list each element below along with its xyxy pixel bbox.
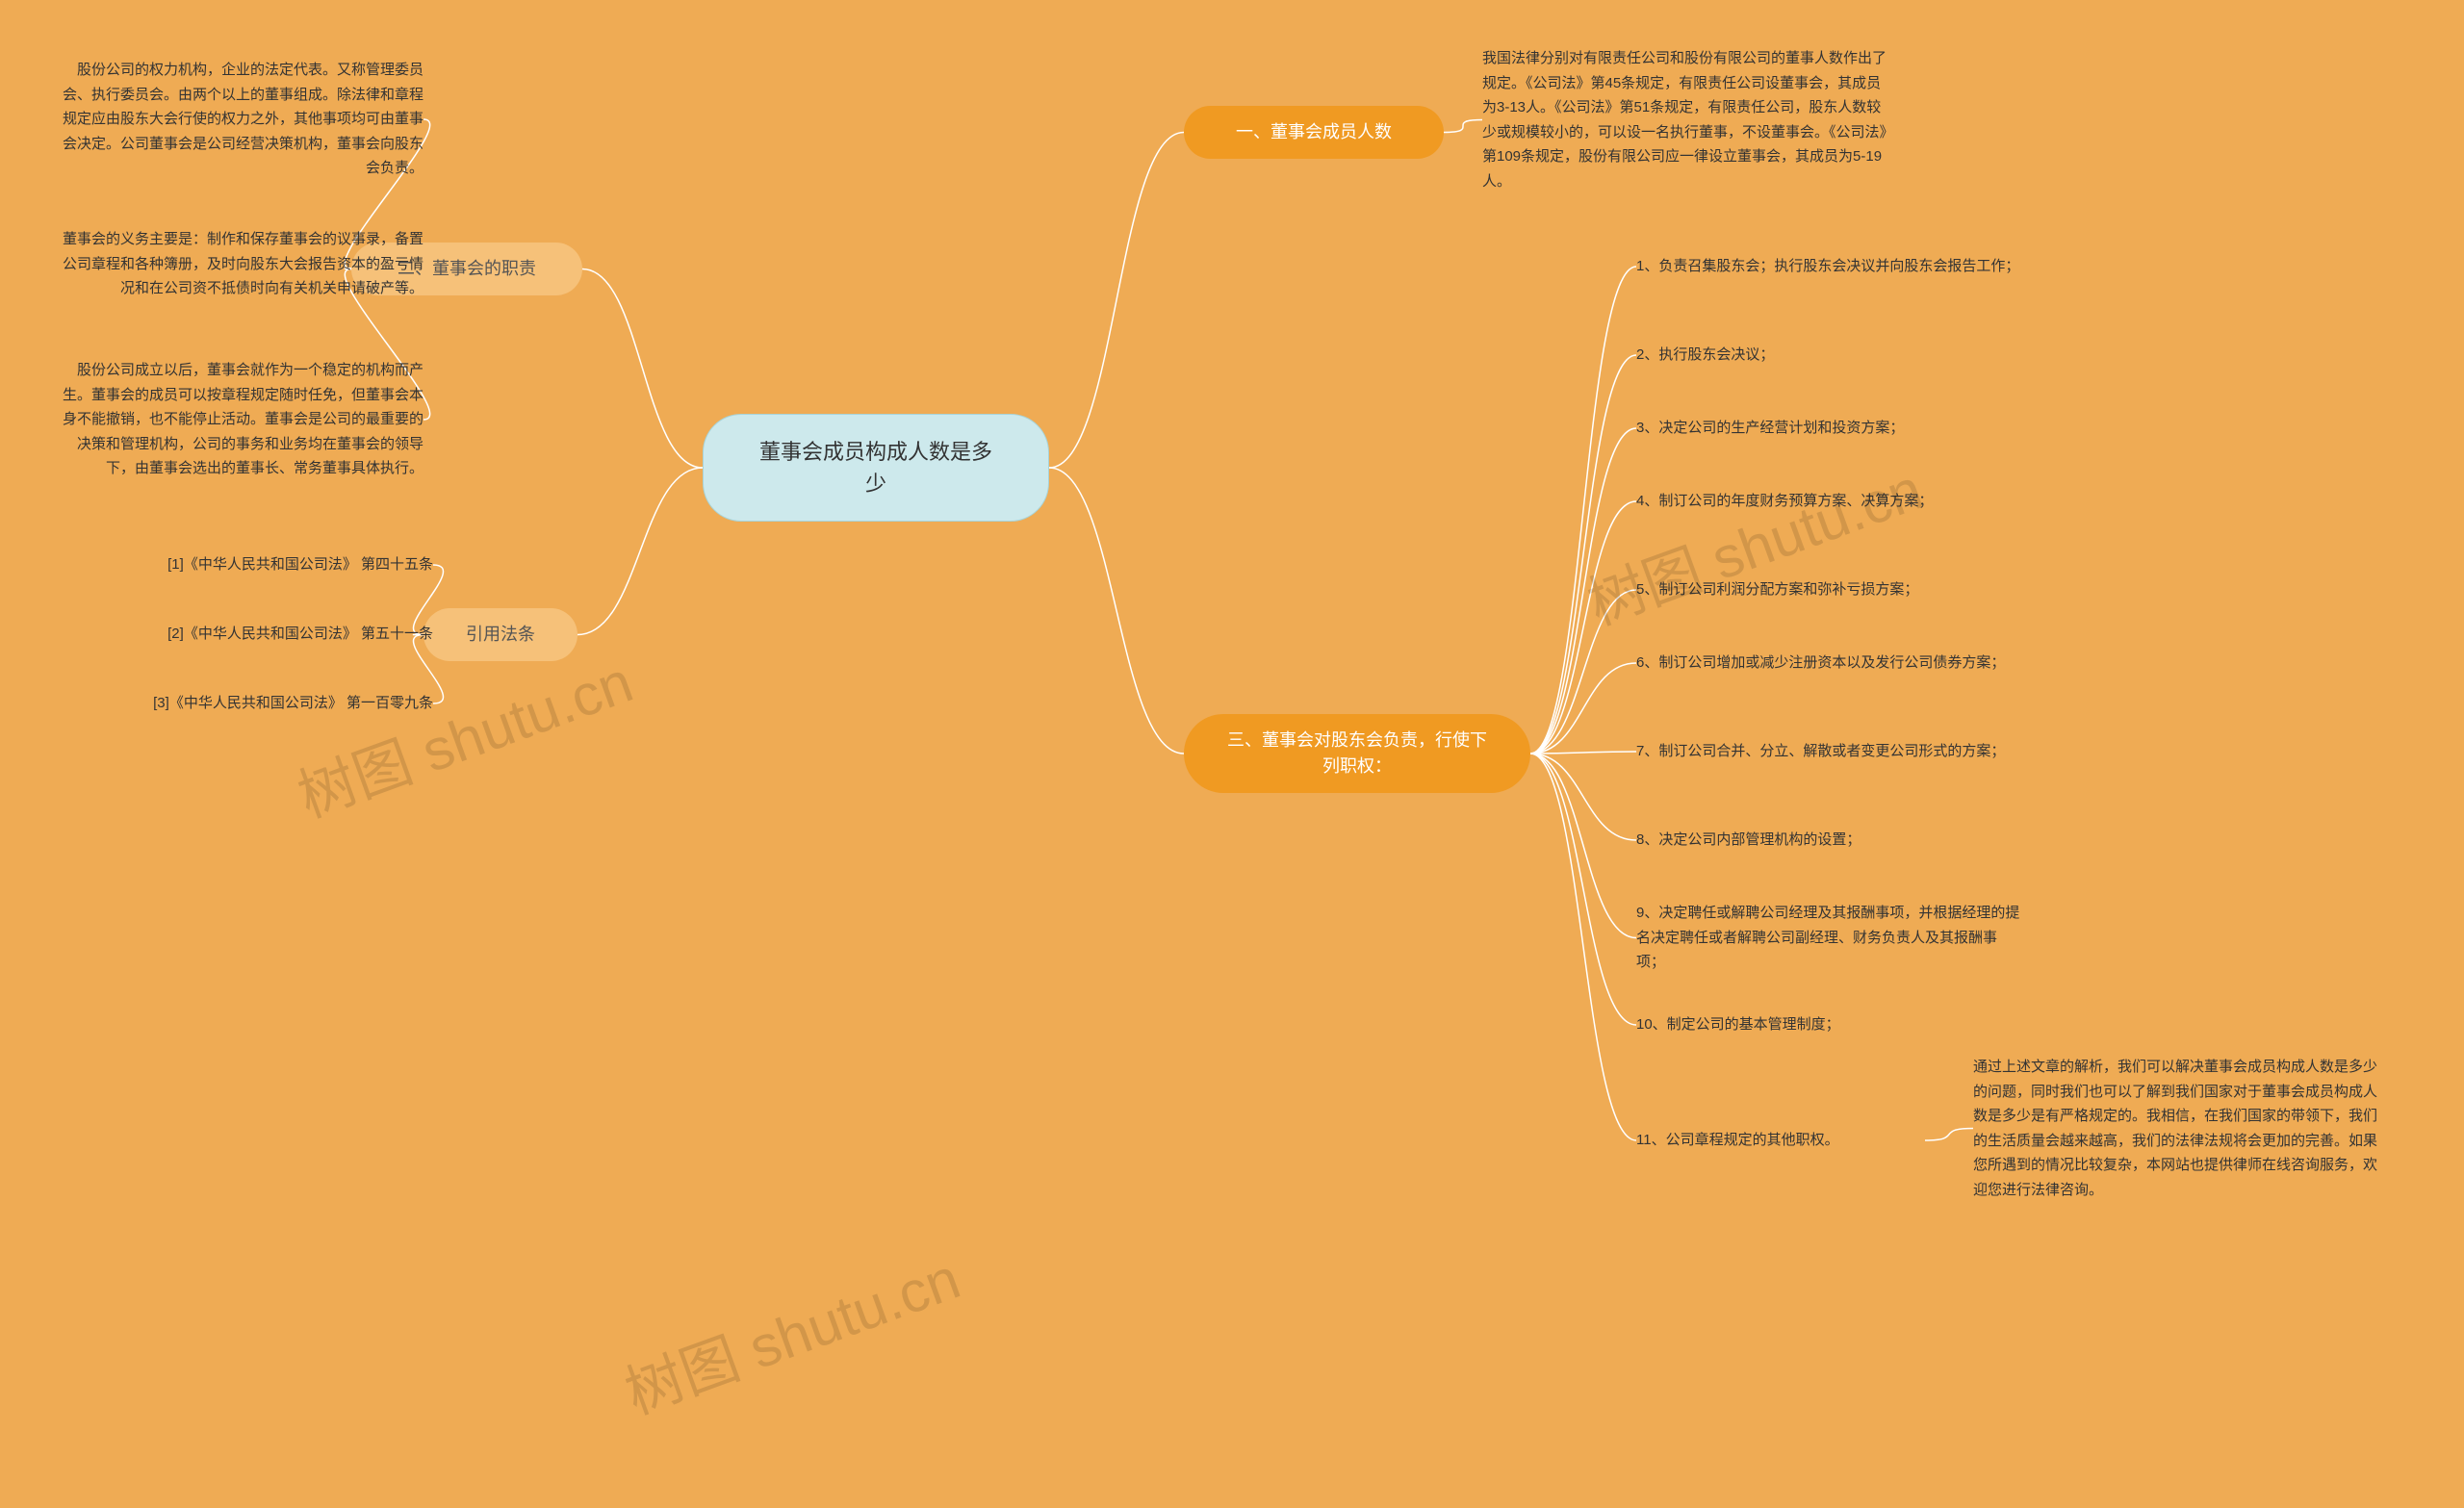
node-label: 引用法条 [424, 608, 578, 661]
node-c1: 股份公司的权力机构，企业的法定代表。又称管理委员会、执行委员会。由两个以上的董事… [58, 58, 424, 181]
node-text: 通过上述文章的解析，我们可以解决董事会成员构成人数是多少的问题，同时我们也可以了… [1973, 1055, 2387, 1202]
node-text: 8、决定公司内部管理机构的设置； [1636, 828, 2021, 853]
node-c2: 董事会的义务主要是：制作和保存董事会的议事录，备置公司章程和各种簿册，及时向股东… [58, 227, 424, 301]
node-b10: 10、制定公司的基本管理制度； [1636, 1012, 2021, 1037]
node-label: 一、董事会成员人数 [1184, 106, 1444, 159]
node-b8: 8、决定公司内部管理机构的设置； [1636, 828, 2021, 853]
link-a-a1 [1444, 120, 1482, 133]
node-b11x: 通过上述文章的解析，我们可以解决董事会成员构成人数是多少的问题，同时我们也可以了… [1973, 1055, 2387, 1202]
node-text: 4、制订公司的年度财务预算方案、决算方案； [1636, 489, 2021, 514]
node-b2: 2、执行股东会决议； [1636, 343, 2021, 368]
node-b6: 6、制订公司增加或减少注册资本以及发行公司债券方案； [1636, 651, 2021, 676]
node-label: 董事会成员构成人数是多 少 [703, 414, 1049, 522]
link-root-a [1049, 133, 1184, 469]
node-text: 2、执行股东会决议； [1636, 343, 2021, 368]
node-d2: [2]《中华人民共和国公司法》 第五十一条 [116, 622, 433, 647]
node-text: [2]《中华人民共和国公司法》 第五十一条 [116, 622, 433, 647]
link-root-b [1049, 468, 1184, 754]
link-b-b3 [1530, 428, 1636, 754]
link-root-c [582, 269, 703, 469]
link-b-b10 [1530, 754, 1636, 1025]
node-b: 三、董事会对股东会负责，行使下 列职权： [1184, 714, 1530, 793]
node-text: 1、负责召集股东会；执行股东会决议并向股东会报告工作； [1636, 254, 2021, 279]
node-text: [3]《中华人民共和国公司法》 第一百零九条 [96, 691, 433, 716]
node-text: 5、制订公司利润分配方案和弥补亏损方案； [1636, 577, 2021, 602]
node-a1: 我国法律分别对有限责任公司和股份有限公司的董事人数作出了规定。《公司法》第45条… [1482, 46, 1886, 193]
link-b-b9 [1530, 754, 1636, 938]
node-text: 股份公司成立以后，董事会就作为一个稳定的机构而产生。董事会的成员可以按章程规定随… [58, 358, 424, 481]
link-b11-b11x [1925, 1129, 1973, 1141]
node-c3: 股份公司成立以后，董事会就作为一个稳定的机构而产生。董事会的成员可以按章程规定随… [58, 358, 424, 481]
watermark: 树图 shutu.cn [1575, 443, 1932, 641]
link-root-d [578, 468, 703, 635]
node-label: 三、董事会对股东会负责，行使下 列职权： [1184, 714, 1530, 793]
node-a: 一、董事会成员人数 [1184, 106, 1444, 159]
watermark: 树图 shutu.cn [612, 1232, 969, 1430]
node-text: 股份公司的权力机构，企业的法定代表。又称管理委员会、执行委员会。由两个以上的董事… [58, 58, 424, 181]
node-b5: 5、制订公司利润分配方案和弥补亏损方案； [1636, 577, 2021, 602]
node-text: 董事会的义务主要是：制作和保存董事会的议事录，备置公司章程和各种簿册，及时向股东… [58, 227, 424, 301]
node-b3: 3、决定公司的生产经营计划和投资方案； [1636, 416, 2021, 441]
node-text: 9、决定聘任或解聘公司经理及其报酬事项，并根据经理的提名决定聘任或者解聘公司副经… [1636, 901, 2021, 975]
link-b-b5 [1530, 590, 1636, 754]
node-d3: [3]《中华人民共和国公司法》 第一百零九条 [96, 691, 433, 716]
watermark: 树图 shutu.cn [285, 635, 642, 833]
node-b1: 1、负责召集股东会；执行股东会决议并向股东会报告工作； [1636, 254, 2021, 279]
link-b-b4 [1530, 501, 1636, 754]
link-b-b2 [1530, 355, 1636, 754]
node-d1: [1]《中华人民共和国公司法》 第四十五条 [116, 552, 433, 577]
node-text: 6、制订公司增加或减少注册资本以及发行公司债券方案； [1636, 651, 2021, 676]
node-text: 3、决定公司的生产经营计划和投资方案； [1636, 416, 2021, 441]
link-b-b7 [1530, 752, 1636, 754]
node-b4: 4、制订公司的年度财务预算方案、决算方案； [1636, 489, 2021, 514]
link-b-b11 [1530, 754, 1636, 1140]
link-b-b6 [1530, 663, 1636, 754]
node-text: [1]《中华人民共和国公司法》 第四十五条 [116, 552, 433, 577]
node-d: 引用法条 [424, 608, 578, 661]
node-text: 10、制定公司的基本管理制度； [1636, 1012, 2021, 1037]
node-text: 7、制订公司合并、分立、解散或者变更公司形式的方案； [1636, 739, 2021, 764]
node-text: 11、公司章程规定的其他职权。 [1636, 1128, 1925, 1153]
link-b-b1 [1530, 267, 1636, 754]
node-root: 董事会成员构成人数是多 少 [703, 414, 1049, 522]
node-b11: 11、公司章程规定的其他职权。 [1636, 1128, 1925, 1153]
mindmap-canvas: 董事会成员构成人数是多 少 一、董事会成员人数我国法律分别对有限责任公司和股份有限… [0, 0, 2464, 1508]
node-b9: 9、决定聘任或解聘公司经理及其报酬事项，并根据经理的提名决定聘任或者解聘公司副经… [1636, 901, 2021, 975]
node-b7: 7、制订公司合并、分立、解散或者变更公司形式的方案； [1636, 739, 2021, 764]
node-text: 我国法律分别对有限责任公司和股份有限公司的董事人数作出了规定。《公司法》第45条… [1482, 46, 1886, 193]
link-b-b8 [1530, 754, 1636, 840]
